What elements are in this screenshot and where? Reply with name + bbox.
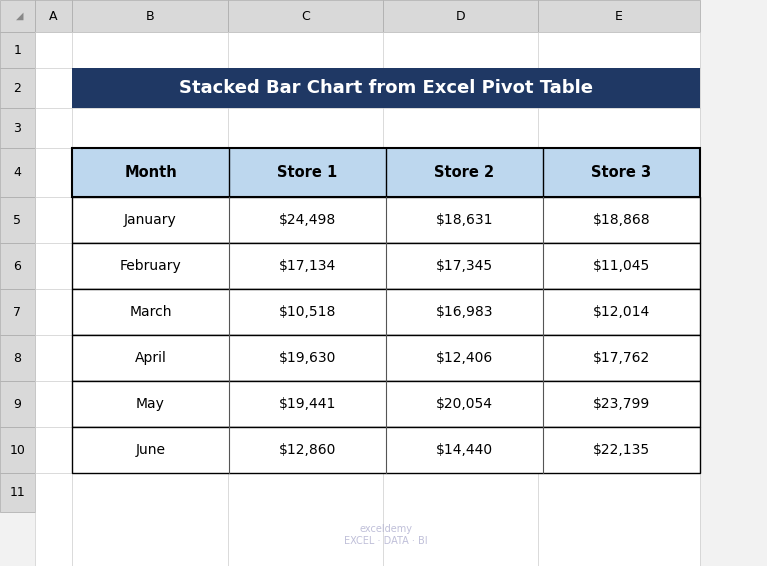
Bar (72, 427, 700, 473)
Text: 9: 9 (14, 397, 21, 410)
Text: $12,406: $12,406 (436, 351, 493, 365)
Bar (0, 148, 35, 197)
Bar (35, 32, 700, 566)
Text: March: March (130, 305, 172, 319)
Bar (72, 197, 700, 243)
Text: $16,983: $16,983 (436, 305, 493, 319)
Text: $18,868: $18,868 (593, 213, 650, 227)
Bar (538, 0, 700, 32)
Text: May: May (136, 397, 165, 411)
Text: 8: 8 (14, 351, 21, 365)
Text: 5: 5 (14, 213, 21, 226)
Text: $14,440: $14,440 (436, 443, 493, 457)
Text: April: April (134, 351, 166, 365)
Bar (72, 0, 228, 32)
Text: Store 1: Store 1 (278, 165, 337, 180)
Text: $23,799: $23,799 (593, 397, 650, 411)
Text: A: A (49, 10, 58, 23)
Bar (0, 0, 35, 32)
Text: Store 2: Store 2 (434, 165, 495, 180)
Bar (228, 0, 383, 32)
Bar (0, 197, 35, 243)
Text: February: February (120, 259, 181, 273)
Bar (35, 0, 72, 32)
Bar (0, 473, 35, 512)
Text: January: January (124, 213, 177, 227)
Text: B: B (146, 10, 154, 23)
Bar (0, 32, 35, 68)
Text: 1: 1 (14, 44, 21, 57)
Text: 7: 7 (14, 306, 21, 319)
Text: ◢: ◢ (15, 11, 23, 21)
Text: $17,345: $17,345 (436, 259, 493, 273)
Text: $24,498: $24,498 (279, 213, 336, 227)
Bar (0, 381, 35, 427)
Text: $17,134: $17,134 (279, 259, 336, 273)
Text: $17,762: $17,762 (593, 351, 650, 365)
Text: D: D (456, 10, 466, 23)
Bar (0, 68, 35, 108)
Text: E: E (615, 10, 623, 23)
Text: Stacked Bar Chart from Excel Pivot Table: Stacked Bar Chart from Excel Pivot Table (179, 79, 593, 97)
Text: $11,045: $11,045 (593, 259, 650, 273)
Bar (0, 335, 35, 381)
Bar (72, 243, 700, 289)
Bar (72, 335, 700, 381)
Text: Month: Month (124, 165, 177, 180)
Text: $22,135: $22,135 (593, 443, 650, 457)
Bar (72, 381, 700, 427)
Bar (0, 243, 35, 289)
Bar (72, 289, 700, 335)
Bar (0, 108, 35, 148)
Text: 2: 2 (14, 82, 21, 95)
Text: 10: 10 (9, 444, 25, 457)
Bar (0, 289, 35, 335)
Text: $20,054: $20,054 (436, 397, 493, 411)
Text: 4: 4 (14, 166, 21, 179)
Text: C: C (301, 10, 310, 23)
Text: exceldemy
EXCEL · DATA · BI: exceldemy EXCEL · DATA · BI (344, 524, 428, 546)
Text: June: June (136, 443, 166, 457)
Bar (383, 0, 538, 32)
Text: $18,631: $18,631 (436, 213, 493, 227)
Text: $19,630: $19,630 (279, 351, 336, 365)
Text: $19,441: $19,441 (279, 397, 336, 411)
Bar (72, 68, 700, 108)
Text: $10,518: $10,518 (279, 305, 336, 319)
Text: $12,014: $12,014 (593, 305, 650, 319)
Text: 6: 6 (14, 259, 21, 272)
Text: $12,860: $12,860 (279, 443, 336, 457)
Bar (72, 148, 700, 197)
Text: 11: 11 (10, 486, 25, 499)
Text: Store 3: Store 3 (591, 165, 651, 180)
Text: 3: 3 (14, 122, 21, 135)
Bar (0, 427, 35, 473)
